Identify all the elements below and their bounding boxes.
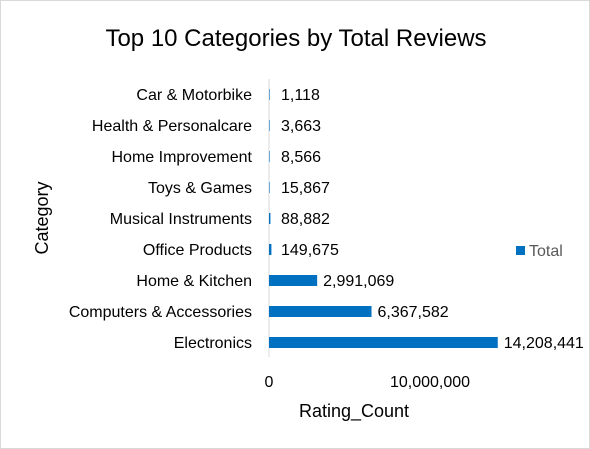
- data-label: 8,566: [281, 149, 321, 166]
- data-label: 3,663: [281, 118, 321, 135]
- category-label: Home & Kitchen: [136, 273, 252, 290]
- legend-label: Total: [529, 243, 563, 260]
- bar: [269, 337, 498, 348]
- bar: [269, 151, 270, 162]
- data-label: 14,208,441: [504, 335, 584, 352]
- bar: [269, 306, 372, 317]
- category-label: Electronics: [174, 335, 252, 352]
- data-label: 149,675: [281, 242, 339, 259]
- bars-group: Car & Motorbike 1,118 Health & Personalcar…: [69, 87, 584, 352]
- category-label: Computers & Accessories: [69, 304, 252, 321]
- x-tick-label: 10,000,000: [390, 374, 470, 391]
- x-axis-title: Rating_Count: [299, 401, 409, 422]
- x-tick-label: 0: [265, 374, 274, 391]
- legend-swatch: [516, 246, 525, 255]
- category-label: Health & Personalcare: [92, 118, 252, 135]
- x-ticks-group: 0 10,000,000: [265, 374, 471, 391]
- bar: [269, 244, 272, 255]
- chart-title: Top 10 Categories by Total Reviews: [105, 25, 486, 52]
- category-label: Toys & Games: [148, 180, 252, 197]
- category-label: Car & Motorbike: [136, 87, 252, 104]
- data-label: 88,882: [281, 211, 330, 228]
- bar: [269, 213, 271, 224]
- legend: Total: [516, 243, 563, 260]
- category-label: Office Products: [143, 242, 252, 259]
- data-label: 6,367,582: [378, 304, 449, 321]
- data-label: 15,867: [281, 180, 330, 197]
- category-label: Home Improvement: [112, 149, 253, 166]
- bar: [269, 182, 270, 193]
- category-label: Musical Instruments: [110, 211, 252, 228]
- bar: [269, 275, 318, 286]
- bar: [269, 120, 270, 131]
- bar: [269, 89, 270, 100]
- data-label: 2,991,069: [323, 273, 394, 290]
- y-axis-title: Category: [32, 181, 52, 254]
- data-label: 1,118: [281, 87, 320, 104]
